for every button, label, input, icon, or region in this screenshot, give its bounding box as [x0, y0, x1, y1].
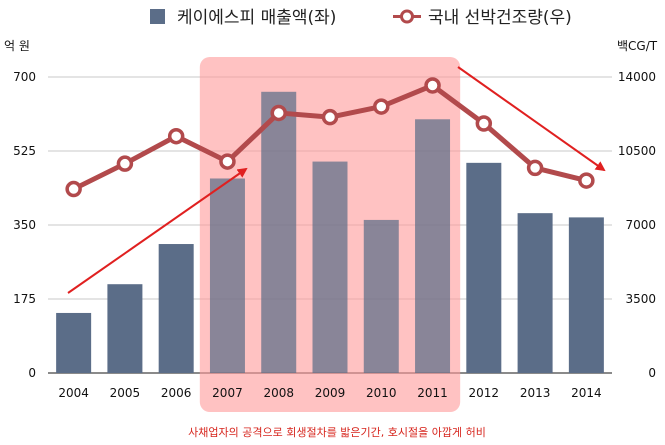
x-axis-tick-label: 2013 [520, 386, 551, 400]
trend-arrow-up [67, 167, 248, 294]
right-axis-tick-label: 14000 [618, 70, 656, 84]
right-axis-unit: 백CG/T [617, 39, 658, 53]
right-axis-tick-label: 3500 [625, 292, 656, 306]
data-point [578, 172, 595, 189]
data-point [270, 104, 287, 122]
data-point [321, 108, 339, 126]
data-point [475, 115, 493, 132]
bar [158, 244, 194, 373]
legend: 케이에스피 매출액(좌) 국내 선박건조량(우) [150, 8, 572, 28]
left-axis-unit: 억 원 [4, 39, 30, 53]
trend-arrow-down [457, 66, 606, 172]
legend-swatch-shipbuilding-marker [400, 9, 414, 24]
data-point [373, 98, 390, 115]
data-point [65, 180, 82, 198]
x-axis-tick-label: 2005 [110, 386, 141, 400]
data-point [526, 159, 544, 177]
highlight-note: 사채업자의 공격으로 회생절차를 밟은기간, 호시절을 아깝게 허비 [188, 426, 486, 439]
x-axis-tick-label: 2004 [58, 386, 89, 400]
x-axis-tick-label: 2009 [315, 386, 346, 400]
bar [107, 284, 143, 373]
x-axis-tick-label: 2010 [366, 386, 397, 400]
left-axis-tick-label: 700 [13, 70, 36, 84]
bar [56, 312, 92, 373]
x-axis-tick-label: 2011 [417, 386, 448, 400]
data-point [116, 155, 134, 172]
x-axis-tick-label: 2006 [161, 386, 192, 400]
right-axis-tick-label: 0 [648, 366, 656, 380]
x-axis-tick-label: 2007 [212, 386, 243, 400]
bar [209, 178, 245, 373]
bar [261, 91, 297, 374]
legend-label-sales: 케이에스피 매출액(좌) [177, 8, 336, 28]
data-point [167, 127, 185, 145]
x-axis-tick-label: 2014 [571, 386, 602, 400]
left-axis-tick-label: 0 [28, 366, 36, 380]
bar [466, 162, 502, 373]
bar [568, 217, 604, 373]
bar [517, 213, 553, 373]
bar [363, 219, 399, 373]
bar [312, 161, 348, 373]
left-axis-tick-label: 350 [13, 218, 36, 232]
data-point [219, 153, 236, 170]
left-axis-tick-label: 175 [13, 292, 36, 306]
bar [415, 119, 451, 374]
x-axis-tick-label: 2012 [469, 386, 500, 400]
right-axis-tick-label: 10500 [618, 144, 656, 158]
left-axis-tick-label: 525 [13, 144, 36, 158]
legend-label-shipbuilding: 국내 선박건조량(우) [428, 8, 572, 28]
data-point [424, 77, 441, 94]
right-axis-tick-label: 7000 [625, 218, 656, 232]
x-axis-tick-label: 2008 [263, 386, 294, 400]
legend-swatch-sales [150, 9, 165, 24]
